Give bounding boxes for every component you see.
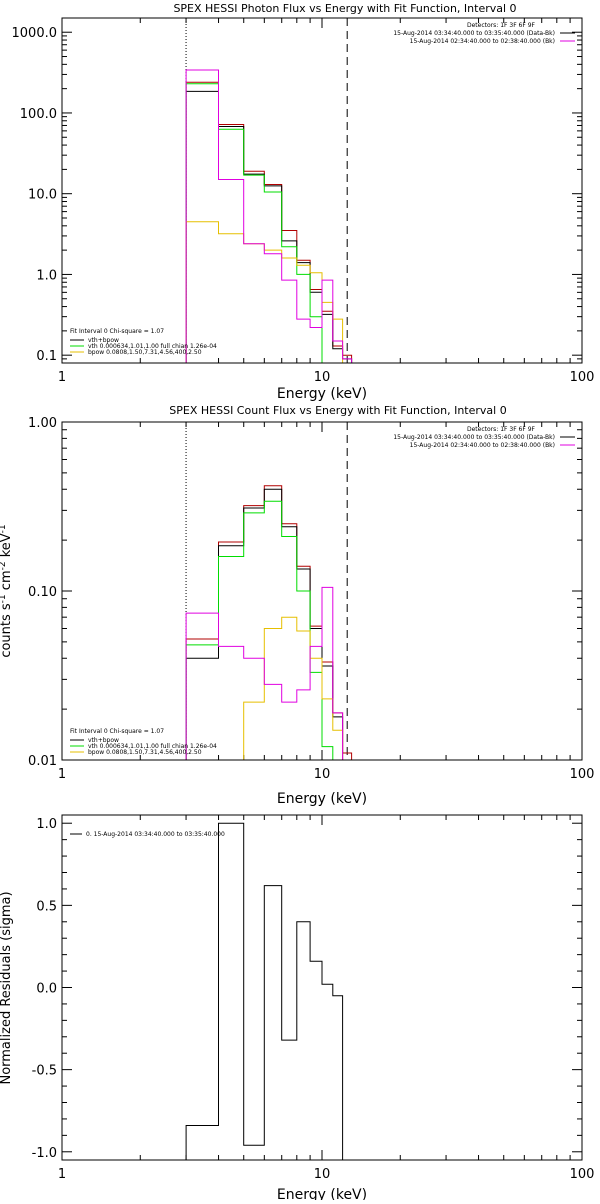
- xtick-label: 1: [58, 1167, 66, 1182]
- xtick-label: 10: [314, 1167, 331, 1182]
- ytick-label: 100.0: [20, 107, 57, 122]
- ytick-label: 1.00: [28, 416, 57, 431]
- ytick-label: 0.01: [28, 754, 57, 769]
- series-step-line-3: [185, 221, 352, 364]
- panel1-title: SPEX HESSI Photon Flux vs Energy with Fi…: [173, 2, 516, 15]
- ytick-label: 1000.0: [12, 26, 58, 41]
- panel2-legend-total: vth+bpow: [88, 737, 119, 744]
- series-step-line-4: [185, 69, 353, 363]
- panel2-axes-frame: [61, 421, 583, 761]
- panel1-legend-detectors: Detectors: 1F 3F 6F 9F: [467, 22, 536, 29]
- panel2-ylabel: counts s-1 cm-2 keV-1: [0, 524, 14, 657]
- ytick-label: 10.0: [28, 188, 57, 203]
- xtick-label: 100: [570, 1167, 595, 1182]
- panel3-legend-interval: 0. 15-Aug-2014 03:34:40.000 to 03:35:40.…: [86, 831, 225, 838]
- panel1-legend-bk: 15-Aug-2014 02:34:40.000 to 02:38:40.000…: [410, 38, 555, 45]
- series-step-line-0: [185, 485, 353, 760]
- panel2-legend-bpow: bpow 0.0808,1.50,7.31,4.56,400,2.50: [88, 749, 202, 756]
- panel1-xlabel: Energy (keV): [277, 386, 367, 402]
- panel1-legend-fit: Fit Interval 0 Chi-square = 1.07: [70, 328, 164, 335]
- ytick-label: 0.5: [36, 899, 57, 914]
- panel2-xlabel: Energy (keV): [277, 791, 367, 807]
- panel2-plot-area: 1 10 100 0.01 0.10 1.00: [28, 416, 594, 782]
- panel2-legend-fit: Fit Interval 0 Chi-square = 1.07: [70, 728, 164, 735]
- ytick-label: 0.0: [36, 982, 57, 997]
- panel3-ylabel: Normalized Residuals (sigma): [0, 891, 14, 1084]
- panel3-axes-frame: [61, 814, 583, 1161]
- panel1-axes-frame: [61, 17, 583, 364]
- series-step-line-2: [185, 500, 352, 761]
- series-step-line-3: [186, 616, 352, 761]
- series-step-line-0: [185, 81, 353, 363]
- ytick-label: -0.5: [32, 1064, 57, 1079]
- xtick-label: 10: [314, 767, 331, 782]
- ytick-label: 0.10: [28, 585, 57, 600]
- ytick-label: 1.0: [36, 817, 57, 832]
- panel2-legend-vth: vth 0.000634,1.01,1.00 full chian 1.26e-…: [88, 743, 217, 750]
- panel3-xlabel: Energy (keV): [277, 1187, 367, 1200]
- panel1-legend-bpow: bpow 0.0808,1.50,7.31,4.56,400,2.50: [88, 349, 202, 356]
- xtick-label: 10: [314, 370, 331, 385]
- panel1-legend-data-bk: 15-Aug-2014 03:34:40.000 to 03:35:40.000…: [393, 30, 555, 37]
- series-step-line-1: [185, 90, 353, 363]
- series-step-line-4: [185, 586, 352, 761]
- panel2-legend-data-bk: 15-Aug-2014 03:34:40.000 to 03:35:40.000…: [393, 434, 555, 441]
- series-step-line-2: [185, 83, 352, 364]
- xtick-label: 100: [570, 767, 595, 782]
- panel3-plot-area: 1 10 100 -1.0 -0.5 0.0 0.5 1.0: [32, 815, 595, 1182]
- ytick-label: 1.0: [36, 268, 57, 283]
- panel2-legend-detectors: Detectors: 1F 3F 6F 9F: [467, 426, 536, 433]
- panel2-title: SPEX HESSI Count Flux vs Energy with Fit…: [169, 404, 506, 417]
- xtick-label: 1: [58, 767, 66, 782]
- series-step-line-1: [185, 488, 352, 761]
- xtick-label: 1: [58, 370, 66, 385]
- panel1-legend-total: vth+bpow: [88, 337, 119, 344]
- series-step-line-0: [185, 822, 344, 1160]
- panel2-legend-bk: 15-Aug-2014 02:34:40.000 to 02:38:40.000…: [410, 442, 555, 449]
- panel1-legend-vth: vth 0.000634,1.01,1.00 full chian 1.26e-…: [88, 343, 217, 350]
- ytick-label: 0.1: [36, 349, 57, 364]
- panel1-plot-area: 1 10 100 0.1 1.0 10.0 100.0 1000.0: [12, 18, 595, 385]
- ytick-label: -1.0: [32, 1146, 57, 1161]
- xtick-label: 100: [570, 370, 595, 385]
